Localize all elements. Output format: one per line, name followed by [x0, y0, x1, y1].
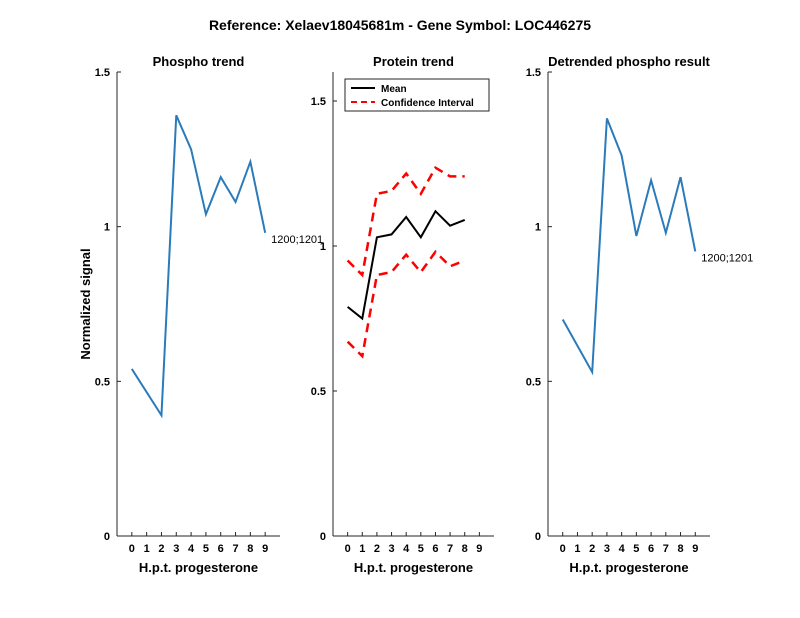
- x-tick-label: 2: [374, 543, 380, 555]
- series-line-0: [347, 209, 466, 321]
- figure-title: Reference: Xelaev18045681m - Gene Symbol…: [209, 17, 591, 33]
- x-tick-label: 2: [158, 543, 164, 555]
- x-tick-label: 5: [633, 543, 639, 555]
- x-tick-label: 0: [560, 543, 566, 555]
- x-axis-label: H.p.t. progesterone: [139, 560, 258, 575]
- x-tick-label: 6: [432, 543, 438, 555]
- x-tick-label: 5: [418, 543, 424, 555]
- y-tick-label: 1.5: [526, 67, 541, 79]
- plot-title: Detrended phospho result: [548, 54, 710, 69]
- x-tick-label: 4: [619, 543, 626, 555]
- y-tick-label: 0.5: [95, 376, 110, 388]
- legend-label-0: Mean: [381, 84, 407, 95]
- end-label: 1200;1201: [701, 252, 753, 264]
- x-tick-label: 7: [663, 543, 669, 555]
- y-axis-label: Normalized signal: [78, 248, 93, 359]
- x-tick-label: 9: [262, 543, 268, 555]
- y-tick-label: 0: [320, 531, 326, 543]
- x-tick-label: 6: [218, 543, 224, 555]
- series-line-0: [130, 114, 267, 419]
- x-tick-label: 8: [247, 543, 253, 555]
- y-tick-label: 0: [104, 531, 110, 543]
- x-tick-label: 1: [359, 543, 365, 555]
- x-tick-label: 9: [692, 543, 698, 555]
- x-tick-label: 4: [403, 543, 410, 555]
- plot-title: Phospho trend: [153, 54, 245, 69]
- x-tick-label: 8: [462, 543, 468, 555]
- x-tick-label: 3: [173, 543, 179, 555]
- x-tick-label: 7: [232, 543, 238, 555]
- y-tick-label: 0: [535, 531, 541, 543]
- y-tick-label: 1.5: [311, 96, 326, 108]
- plot-title: Protein trend: [373, 54, 454, 69]
- x-tick-label: 7: [447, 543, 453, 555]
- x-tick-label: 8: [677, 543, 683, 555]
- x-tick-label: 4: [188, 543, 195, 555]
- y-tick-label: 1: [535, 222, 541, 234]
- x-tick-label: 2: [589, 543, 595, 555]
- legend-label-1: Confidence Interval: [381, 98, 474, 109]
- x-tick-label: 3: [388, 543, 394, 555]
- legend-box: [344, 78, 490, 112]
- series-line-2: [346, 249, 466, 359]
- series-line-1: [346, 165, 465, 278]
- end-label: 1200;1201: [271, 234, 323, 246]
- y-tick-label: 1.5: [95, 67, 110, 79]
- series-line-0: [561, 118, 697, 376]
- x-tick-label: 3: [604, 543, 610, 555]
- x-axis-label: H.p.t. progesterone: [569, 560, 688, 575]
- x-axis-label: H.p.t. progesterone: [354, 560, 473, 575]
- y-tick-label: 0.5: [311, 386, 326, 398]
- y-tick-label: 1: [320, 241, 326, 253]
- x-tick-label: 5: [203, 543, 209, 555]
- x-tick-label: 9: [476, 543, 482, 555]
- y-tick-label: 1: [104, 222, 110, 234]
- x-tick-label: 0: [129, 543, 135, 555]
- x-tick-label: 1: [574, 543, 580, 555]
- x-tick-label: 0: [345, 543, 351, 555]
- x-tick-label: 6: [648, 543, 654, 555]
- y-tick-label: 0.5: [526, 376, 541, 388]
- x-tick-label: 1: [144, 543, 150, 555]
